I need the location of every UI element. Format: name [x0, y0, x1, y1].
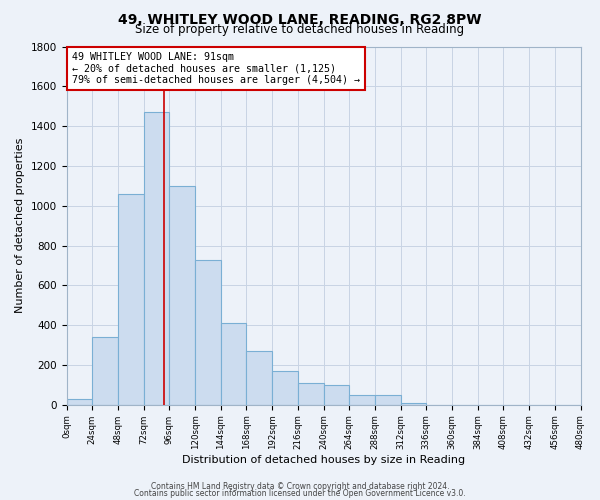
Bar: [298, 383, 323, 405]
Text: 49 WHITLEY WOOD LANE: 91sqm
← 20% of detached houses are smaller (1,125)
79% of : 49 WHITLEY WOOD LANE: 91sqm ← 20% of det…: [71, 52, 359, 85]
Bar: [375, 395, 401, 405]
Text: 49, WHITLEY WOOD LANE, READING, RG2 8PW: 49, WHITLEY WOOD LANE, READING, RG2 8PW: [118, 12, 482, 26]
Text: Contains public sector information licensed under the Open Government Licence v3: Contains public sector information licen…: [134, 489, 466, 498]
Bar: [323, 385, 349, 405]
Bar: [169, 186, 195, 405]
Bar: [221, 323, 247, 405]
Bar: [67, 399, 92, 405]
Bar: [272, 371, 298, 405]
Text: Size of property relative to detached houses in Reading: Size of property relative to detached ho…: [136, 22, 464, 36]
Bar: [92, 337, 118, 405]
Text: Contains HM Land Registry data © Crown copyright and database right 2024.: Contains HM Land Registry data © Crown c…: [151, 482, 449, 491]
Bar: [247, 351, 272, 405]
Y-axis label: Number of detached properties: Number of detached properties: [15, 138, 25, 314]
X-axis label: Distribution of detached houses by size in Reading: Distribution of detached houses by size …: [182, 455, 465, 465]
Bar: [195, 260, 221, 405]
Bar: [401, 403, 427, 405]
Bar: [118, 194, 143, 405]
Bar: [143, 112, 169, 405]
Bar: [349, 395, 375, 405]
